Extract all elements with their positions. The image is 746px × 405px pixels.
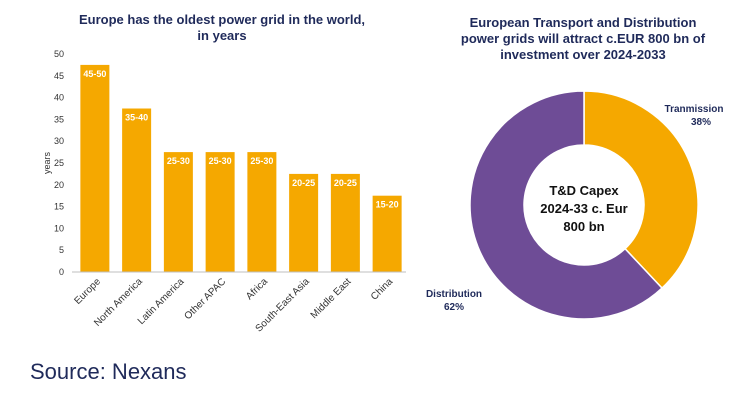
x-category-label: Africa [244, 276, 270, 302]
bar-china [372, 195, 402, 272]
bar-chart-title-line-1: Europe has the oldest power grid in the … [79, 12, 365, 27]
y-tick-label: 25 [54, 158, 64, 168]
donut-slices [469, 90, 699, 320]
donut-slice-distribution [469, 90, 664, 320]
bar-south-east-asia [289, 173, 319, 272]
donut-title-line-3: investment over 2024-2033 [500, 47, 665, 62]
y-tick-label: 20 [54, 180, 64, 190]
bar-data-label: 20-25 [292, 178, 315, 188]
y-tick-label: 5 [59, 245, 64, 255]
x-category-label: Europe [72, 276, 103, 307]
x-category-label: China [369, 276, 396, 303]
bar-middle-east [330, 173, 360, 272]
bars: 45-50 35-40 25-30 25-30 25-30 20-25 20-25 15-20 [80, 64, 402, 273]
slice-label-distribution-name: Distribution [426, 289, 482, 300]
bar-europe [80, 64, 110, 273]
donut-center-line-1: T&D Capex [549, 183, 619, 198]
bar-data-label: 45-50 [83, 69, 106, 79]
bar-africa [247, 152, 277, 272]
y-tick-label: 50 [54, 49, 64, 59]
bar-data-label: 20-25 [334, 178, 357, 188]
slice-label-distribution-value: 62% [444, 302, 464, 313]
donut-center-line-3: 800 bn [563, 219, 604, 234]
source-caption: Source: Nexans [30, 359, 187, 384]
y-axis-label: years [42, 152, 52, 175]
y-tick-label: 10 [54, 223, 64, 233]
y-tick-label: 35 [54, 114, 64, 124]
bar-data-label: 15-20 [376, 200, 399, 210]
y-tick-label: 45 [54, 71, 64, 81]
y-axis-ticks: 0 5 10 15 20 25 30 35 40 45 50 [54, 49, 64, 277]
y-tick-label: 30 [54, 136, 64, 146]
donut-slice-tranmission [583, 90, 699, 290]
bar-data-label: 25-30 [250, 156, 273, 166]
y-tick-label: 40 [54, 93, 64, 103]
bar-data-label: 25-30 [167, 156, 190, 166]
slice-label-transmission-value: 38% [691, 117, 711, 128]
donut-title-line-1: European Transport and Distribution [470, 15, 697, 30]
x-category-label: Other APAC [182, 276, 228, 322]
bar-data-label: 25-30 [209, 156, 232, 166]
y-tick-label: 15 [54, 202, 64, 212]
bar-other-apac [205, 152, 235, 272]
bar-chart: Europe has the oldest power grid in the … [42, 12, 406, 334]
bar-north-america [122, 108, 152, 272]
donut-center-line-2: 2024-33 c. Eur [540, 201, 627, 216]
bar-latin-america [163, 152, 193, 272]
donut-chart: European Transport and Distribution powe… [426, 15, 724, 320]
bar-data-label: 35-40 [125, 113, 148, 123]
y-tick-label: 0 [59, 267, 64, 277]
x-category-label: Middle East [309, 276, 354, 321]
slice-label-transmission-name: Tranmission [665, 104, 724, 115]
bar-chart-title-line-2: in years [197, 28, 246, 43]
donut-title-line-2: power grids will attract c.EUR 800 bn of [461, 31, 706, 46]
